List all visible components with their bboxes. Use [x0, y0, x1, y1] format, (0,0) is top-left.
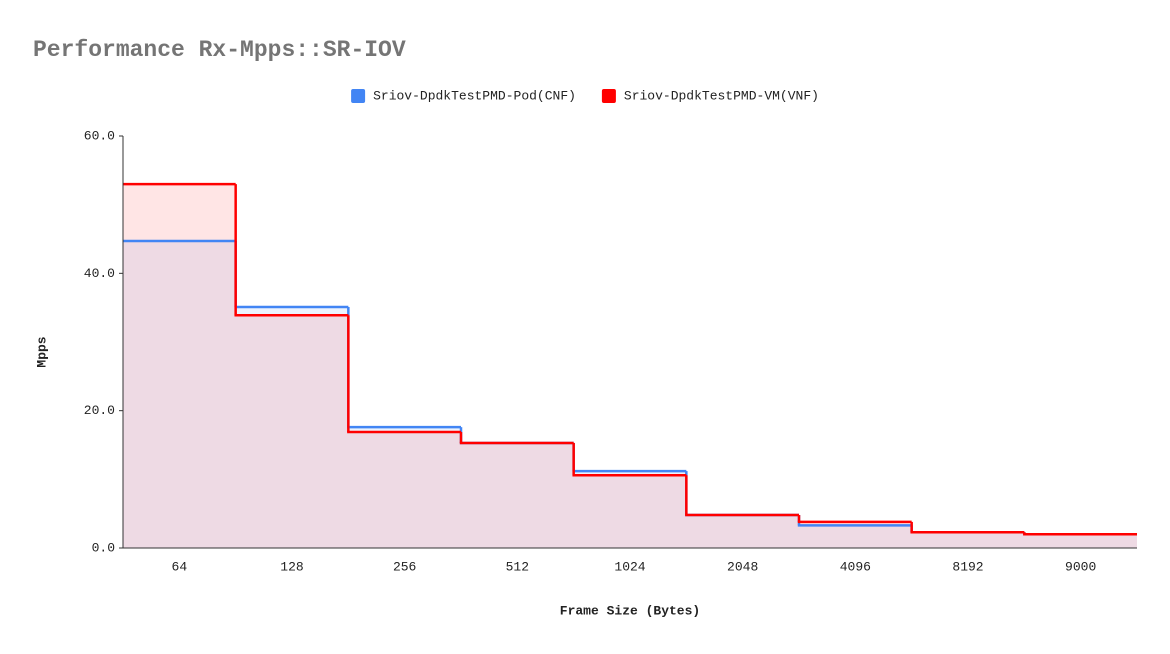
legend-label: Sriov-DpdkTestPMD-VM(VNF) — [624, 88, 819, 103]
x-axis-title: Frame Size (Bytes) — [560, 603, 700, 618]
y-tick-label: 40.0 — [84, 266, 115, 281]
area-fill — [911, 532, 1025, 548]
area-fill — [1024, 534, 1137, 548]
x-tick-label: 2048 — [727, 559, 758, 574]
x-tick-label: 4096 — [840, 559, 871, 574]
x-tick-label: 64 — [172, 559, 188, 574]
x-tick-label: 9000 — [1065, 559, 1096, 574]
area-fill — [573, 475, 687, 548]
area-fill — [348, 427, 461, 548]
y-axis-title: Mpps — [34, 336, 49, 367]
area-fill — [235, 315, 349, 548]
chart-title: Performance Rx-Mpps::SR-IOV — [33, 37, 406, 63]
area-fill — [911, 532, 1025, 548]
y-tick-label: 60.0 — [84, 128, 115, 143]
area-fill — [799, 525, 912, 548]
area-fill — [235, 306, 349, 548]
area-fill — [123, 241, 236, 548]
legend-swatch — [351, 89, 366, 103]
area-fill — [123, 184, 236, 549]
legend-label: Sriov-DpdkTestPMD-Pod(CNF) — [373, 88, 576, 103]
x-tick-label: 512 — [506, 559, 529, 574]
x-tick-label: 128 — [280, 559, 303, 574]
x-tick-label: 256 — [393, 559, 416, 574]
area-fill — [573, 471, 687, 548]
y-tick-label: 0.0 — [92, 540, 115, 555]
area-fill — [686, 515, 799, 548]
area-fill — [686, 515, 799, 548]
area-fill — [461, 442, 574, 548]
y-tick-label: 20.0 — [84, 403, 115, 418]
area-fill — [1024, 534, 1137, 548]
x-tick-label: 1024 — [614, 559, 645, 574]
legend-swatch — [601, 89, 616, 103]
area-fill — [348, 431, 461, 548]
x-tick-label: 8192 — [952, 559, 983, 574]
area-fill — [461, 442, 574, 548]
